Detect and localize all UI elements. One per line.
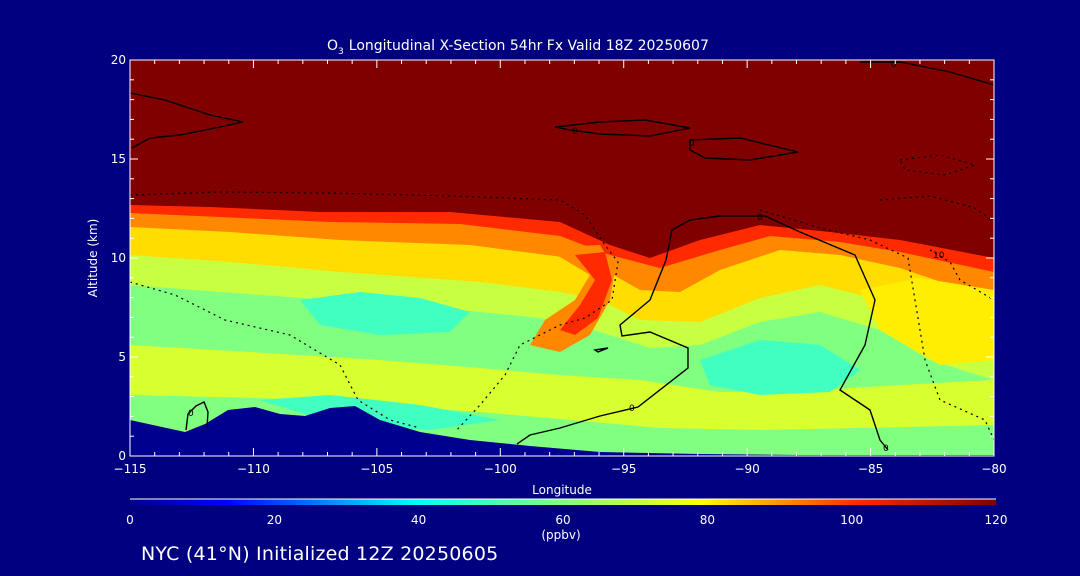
chart-title: O3 Longitudinal X-Section 54hr Fx Valid 1… <box>327 38 709 57</box>
y-tick-label: 20 <box>111 53 126 67</box>
title-subscript: 3 <box>338 47 344 57</box>
colorbar-tick-label: 60 <box>555 513 570 527</box>
contour-label: 0 <box>891 60 897 70</box>
title-species: O <box>327 38 338 54</box>
colorbar-tick-label: 80 <box>700 513 715 527</box>
y-tick-label: 5 <box>118 350 126 364</box>
contour-label: 0 <box>757 213 763 223</box>
y-axis-label: Altitude (km) <box>86 219 100 298</box>
colorbar-tick-label: 20 <box>267 513 282 527</box>
contour-label: 10 <box>933 251 945 261</box>
footer-info: NYC (41°N) Initialized 12Z 20250605 <box>141 543 499 565</box>
y-axis: 0 5 10 15 20 <box>111 53 994 463</box>
colorbar-tick-label: 0 <box>126 513 134 527</box>
colorbar-tick-label: 120 <box>985 513 1008 527</box>
contour-label: 0 <box>883 444 889 454</box>
x-tick-label: −105 <box>360 462 393 476</box>
colorbar-tick-label: 40 <box>411 513 426 527</box>
contour-label: 0 <box>572 127 578 137</box>
colorbar-unit-label: (ppbv) <box>541 528 580 542</box>
x-tick-label: −85 <box>858 462 883 476</box>
y-tick-label: 0 <box>118 449 126 463</box>
colorbar-tick-label: 100 <box>840 513 863 527</box>
contour-label: 0 <box>188 409 194 419</box>
x-axis-label: Longitude <box>532 483 592 497</box>
title-main: Longitudinal X-Section 54hr Fx Valid 18Z… <box>349 38 709 54</box>
dashed-contours <box>129 154 995 441</box>
x-tick-label: −90 <box>734 462 759 476</box>
y-tick-label: 10 <box>111 251 126 265</box>
x-tick-label: −100 <box>484 462 517 476</box>
colorbar <box>130 499 996 505</box>
ozone-field <box>130 60 994 456</box>
contour-label: 0 <box>629 404 635 414</box>
y-tick-label: 15 <box>111 152 126 166</box>
x-tick-label: −80 <box>981 462 1006 476</box>
colorbar-ticks: 0 20 40 60 80 100 120 <box>126 513 1007 527</box>
contour-labels: 0 0 0 0 0 0 0 10 <box>188 60 945 454</box>
x-tick-label: −115 <box>114 462 147 476</box>
x-tick-label: −95 <box>611 462 636 476</box>
x-axis: −115 −110 −105 −100 −95 −90 −85 −80 <box>114 60 1007 476</box>
contour-label: 0 <box>689 139 695 149</box>
x-tick-label: −110 <box>237 462 270 476</box>
contour-lines <box>129 61 995 451</box>
